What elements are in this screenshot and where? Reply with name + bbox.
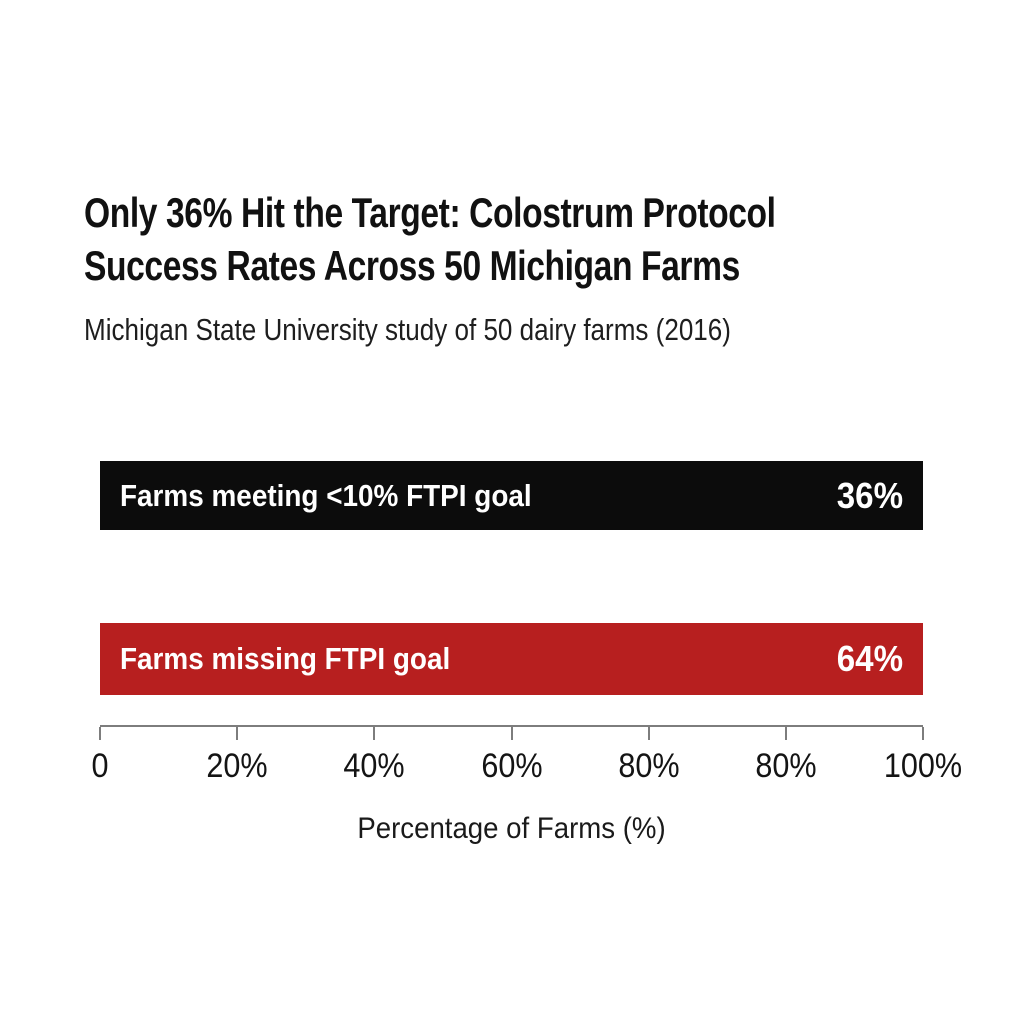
tick-label: 20% — [206, 747, 268, 785]
chart-subtitle: Michigan State University study of 50 da… — [84, 312, 731, 347]
tick-mark — [647, 727, 650, 740]
tick-mark — [373, 727, 376, 740]
bar-farms-meeting-goal: Farms meeting <10% FTPI goal 36% — [100, 461, 923, 530]
bar-label-farms-meeting-goal: Farms meeting <10% FTPI goal — [120, 477, 532, 513]
chart-title: Only 36% Hit the Target: Colostrum Proto… — [84, 186, 776, 292]
bar-value-farms-meeting-goal: 36% — [836, 474, 903, 516]
tick-label: 40% — [343, 747, 405, 785]
x-axis-line — [100, 725, 923, 727]
tick-mark — [784, 727, 787, 740]
tick-label: 100% — [883, 747, 963, 785]
tick-label: 80% — [755, 747, 817, 785]
bar-value-farms-missing-goal: 64% — [836, 638, 903, 679]
tick-mark — [236, 727, 239, 740]
x-axis-title: Percentage of Farms (%) — [357, 812, 666, 845]
tick-label: 80% — [618, 747, 680, 785]
bar-farms-missing-goal: Farms missing FTPI goal 64% — [100, 623, 923, 695]
tick-mark — [510, 727, 513, 740]
tick-mark — [922, 727, 924, 740]
tick-label: 60% — [480, 747, 543, 785]
tick-mark — [99, 727, 101, 740]
chart-title-line-2: Success Rates Across 50 Michigan Farms — [84, 242, 740, 289]
bar-label-farms-missing-goal: Farms missing FTPI goal — [120, 641, 451, 676]
chart-title-line-1: Only 36% Hit the Target: Colostrum Proto… — [84, 189, 776, 236]
tick-label: 0 — [91, 747, 109, 785]
